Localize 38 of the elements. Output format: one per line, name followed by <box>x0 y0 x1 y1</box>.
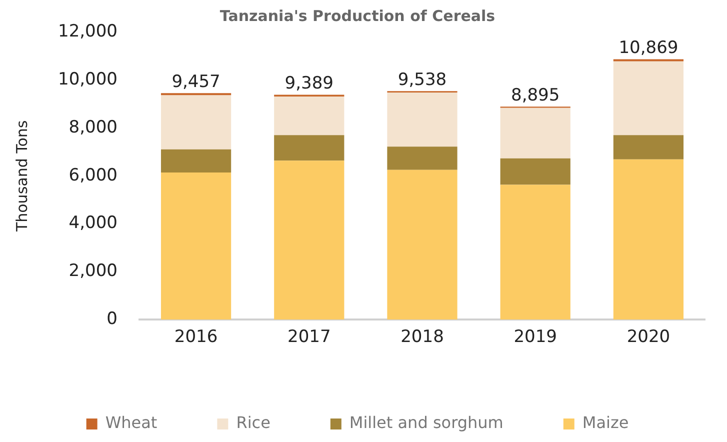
x-tick-label: 2018 <box>400 327 444 348</box>
y-tick-label: 8,000 <box>68 117 118 138</box>
total-label: 9,538 <box>398 70 447 90</box>
bar <box>500 108 570 158</box>
bar <box>500 158 570 185</box>
y-tick-label: 12,000 <box>58 22 118 42</box>
y-tick-label: 6,000 <box>68 165 118 186</box>
bar <box>613 159 684 320</box>
y-tick-label: 2,000 <box>68 261 118 282</box>
bar <box>274 160 344 320</box>
total-label: 10,869 <box>618 38 678 58</box>
x-tick-label: 2016 <box>174 327 218 348</box>
x-tick-label: 2020 <box>626 327 670 348</box>
bar <box>274 96 344 136</box>
bar <box>160 95 232 150</box>
bar <box>613 135 684 160</box>
x-tick-label: 2019 <box>514 327 557 348</box>
legend-label: Millet and sorghum <box>349 413 504 432</box>
bar <box>387 146 458 170</box>
bar <box>274 135 344 161</box>
bar <box>613 61 684 136</box>
legend-label: Maize <box>582 413 629 432</box>
bar <box>387 92 458 147</box>
bar <box>387 170 458 320</box>
total-label: 8,895 <box>511 85 560 106</box>
y-tick-label: 0 <box>106 309 118 330</box>
y-tick-label: 4,000 <box>68 213 118 234</box>
chart-title: Tanzania's Production of Cereals <box>220 7 496 26</box>
bar <box>160 172 232 320</box>
y-axis-title: Thousand Tons <box>12 120 31 233</box>
legend-label: Rice <box>236 413 270 432</box>
total-label: 9,389 <box>284 74 334 94</box>
y-tick-label: 10,000 <box>58 70 118 90</box>
bar <box>160 149 232 173</box>
total-label: 9,457 <box>172 72 220 92</box>
bar <box>500 184 570 320</box>
legend-label: Wheat <box>105 413 158 432</box>
x-tick-label: 2017 <box>288 327 331 348</box>
